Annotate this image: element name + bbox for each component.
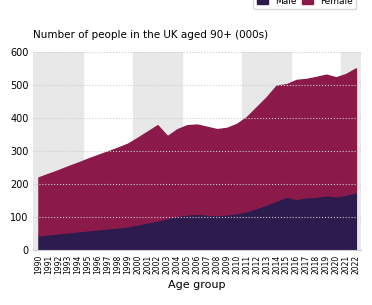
Text: Number of people in the UK aged 90+ (000s): Number of people in the UK aged 90+ (000…	[33, 30, 269, 40]
Text: A: A	[346, 282, 361, 301]
X-axis label: Age group: Age group	[169, 280, 226, 290]
Bar	[133, 52, 182, 250]
Text: Source: ONS: Source: ONS	[11, 287, 68, 296]
Bar	[341, 52, 361, 250]
Legend: Male, Female: Male, Female	[253, 0, 356, 9]
Bar	[242, 52, 291, 250]
Bar	[33, 52, 83, 250]
